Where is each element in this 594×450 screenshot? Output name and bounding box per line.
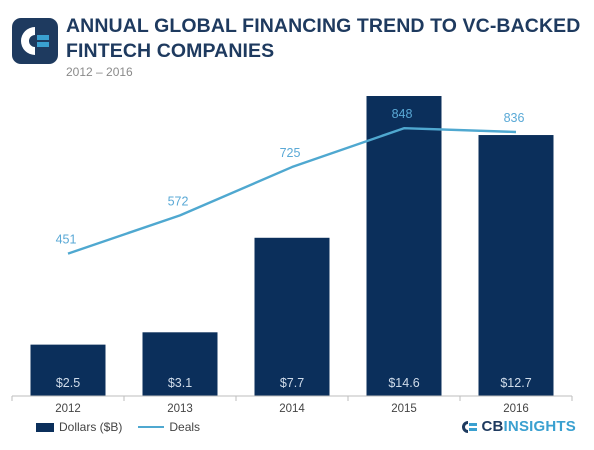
legend-deals-label: Deals <box>169 420 201 434</box>
chart-subtitle: 2012 – 2016 <box>66 65 133 79</box>
bar-label-2014: $7.7 <box>280 376 304 390</box>
x-tick-label-2012: 2012 <box>55 403 81 415</box>
bar-2014 <box>254 237 330 396</box>
legend-dollars-label: Dollars ($B) <box>59 420 123 434</box>
bar-2012 <box>30 344 106 396</box>
bar-label-2013: $3.1 <box>168 376 192 390</box>
deals-label-2016: 836 <box>504 111 525 125</box>
cb-small-icon <box>462 420 478 433</box>
deals-label-2015: 848 <box>392 107 413 121</box>
x-tick-label-2015: 2015 <box>391 403 417 415</box>
deals-label-2012: 451 <box>56 233 77 247</box>
deals-label-2013: 572 <box>168 194 189 208</box>
chart-title: ANNUAL GLOBAL FINANCING TREND TO VC-BACK… <box>66 15 581 62</box>
bar-2015 <box>366 96 442 396</box>
x-tick-label-2014: 2014 <box>279 403 305 415</box>
deals-line <box>67 127 517 255</box>
legend-bar-swatch <box>36 422 54 432</box>
bar-2016 <box>478 135 554 397</box>
deals-label-2014: 725 <box>280 146 301 160</box>
bar-label-2016: $12.7 <box>500 376 531 390</box>
bar-label-2015: $14.6 <box>388 376 419 390</box>
legend-line-swatch <box>138 426 165 428</box>
brand-insights: INSIGHTS <box>503 418 576 435</box>
brand-logo: CB INSIGHTS <box>460 418 576 435</box>
bar-label-2012: $2.5 <box>56 376 80 390</box>
cb-insights-logo <box>12 18 58 64</box>
brand-cb: CB <box>481 418 504 435</box>
x-tick-label-2016: 2016 <box>503 403 529 415</box>
legend: Dollars ($B) Deals <box>36 420 200 434</box>
x-tick-label-2013: 2013 <box>167 403 193 415</box>
bar-2013 <box>142 332 218 396</box>
